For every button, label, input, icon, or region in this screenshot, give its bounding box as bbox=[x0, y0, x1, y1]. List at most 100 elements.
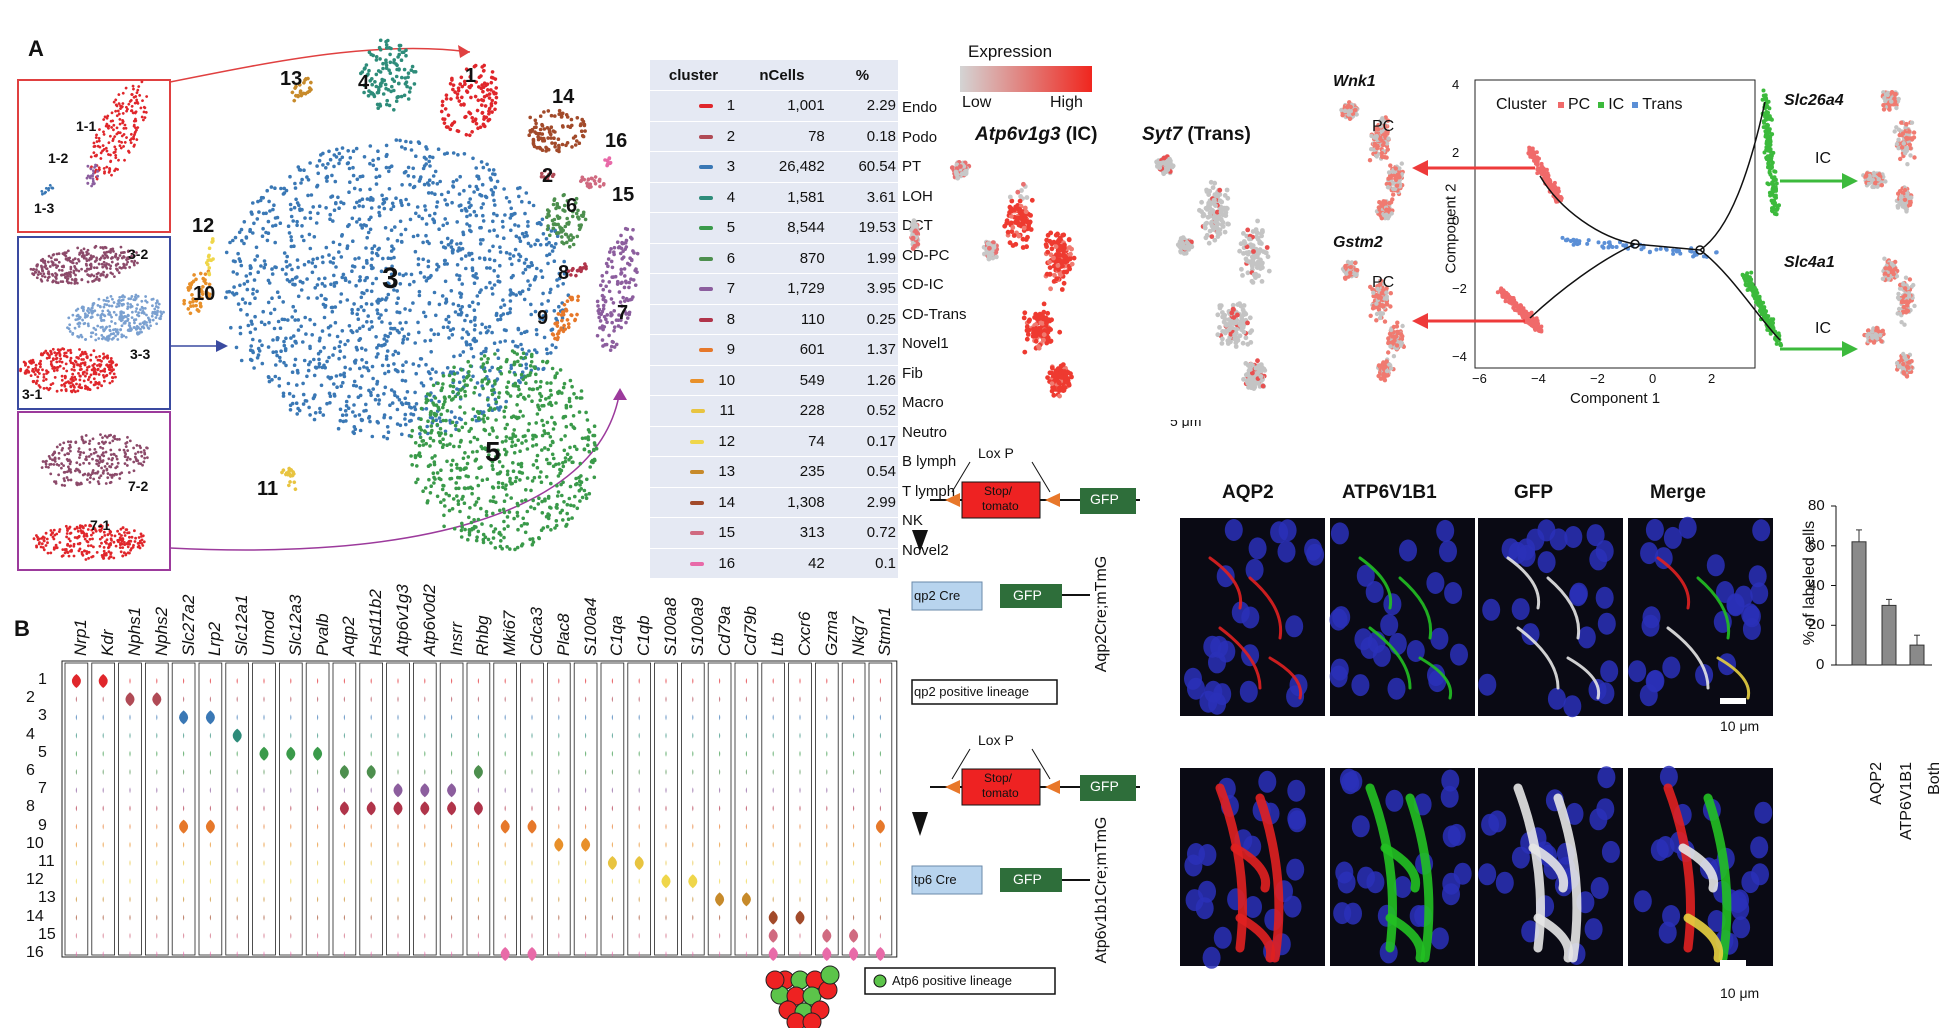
tsne-point bbox=[384, 43, 389, 47]
tsne-point bbox=[474, 166, 479, 170]
tsne-point bbox=[555, 483, 559, 488]
expression-point bbox=[913, 235, 919, 241]
tsne-point bbox=[374, 175, 379, 180]
tsne-point bbox=[417, 289, 422, 294]
tsne-point bbox=[422, 155, 427, 160]
tsne-point bbox=[417, 179, 422, 183]
tsne-point bbox=[532, 365, 536, 369]
tsne-point bbox=[514, 234, 519, 239]
tsne-point bbox=[621, 295, 625, 300]
expression-point bbox=[1021, 228, 1027, 233]
expression-point bbox=[1066, 381, 1072, 387]
tsne-point bbox=[384, 357, 389, 361]
tsne-point bbox=[365, 261, 369, 265]
tsne-point bbox=[496, 356, 501, 361]
tsne-point bbox=[432, 332, 437, 337]
tsne-point bbox=[392, 288, 396, 292]
tsne-point bbox=[254, 245, 259, 250]
expression-point bbox=[1048, 327, 1053, 332]
tsne-point bbox=[485, 266, 489, 270]
tsne-point bbox=[451, 384, 456, 389]
cluster-table: cluster nCells % 1 1,001 2.29 2 78 0.18 3 26,48… bbox=[650, 60, 898, 578]
tsne-point bbox=[508, 293, 512, 297]
inset-point bbox=[105, 538, 109, 542]
tsne-point bbox=[339, 255, 344, 259]
tsne-point bbox=[317, 204, 322, 208]
cell-ncells: 42 bbox=[737, 547, 827, 578]
tsne-point bbox=[409, 148, 414, 152]
tsne-cluster-14 bbox=[527, 108, 587, 154]
tsne-point bbox=[266, 345, 271, 349]
tsne-point bbox=[324, 206, 328, 210]
tsne-point bbox=[589, 460, 594, 464]
tsne-point bbox=[257, 349, 262, 353]
tsne-point bbox=[454, 462, 459, 467]
tsne-point bbox=[549, 351, 553, 355]
tsne-point bbox=[377, 398, 382, 402]
inset-point bbox=[42, 375, 46, 379]
tsne-point bbox=[545, 351, 550, 356]
tsne-point bbox=[441, 405, 445, 410]
expression-point bbox=[988, 241, 994, 247]
tsne-point bbox=[403, 396, 408, 401]
tsne-point bbox=[294, 401, 299, 406]
tsne-point bbox=[437, 407, 441, 412]
inset-point bbox=[66, 551, 70, 554]
tsne-point bbox=[335, 334, 340, 339]
expression-point bbox=[985, 241, 991, 247]
tsne-point bbox=[390, 401, 395, 405]
tsne-point bbox=[411, 166, 416, 171]
tsne-point bbox=[462, 379, 467, 383]
tsne-point bbox=[351, 383, 356, 388]
tsne-point bbox=[504, 359, 509, 364]
tsne-point bbox=[370, 364, 375, 369]
cluster-color-swatch bbox=[690, 500, 705, 505]
tsne-point bbox=[463, 318, 467, 323]
tsne-point bbox=[306, 260, 311, 264]
expression-point bbox=[989, 244, 994, 249]
tsne-point bbox=[312, 417, 317, 422]
expression-point bbox=[987, 242, 993, 248]
expression-point bbox=[1044, 333, 1050, 339]
tsne-point bbox=[455, 387, 459, 391]
expression-point bbox=[989, 248, 995, 254]
inset-point bbox=[60, 360, 64, 364]
tsne-point bbox=[250, 358, 254, 363]
inset-point bbox=[79, 374, 82, 378]
tsne-point bbox=[554, 242, 558, 246]
tsne-point bbox=[419, 357, 424, 361]
tsne-point bbox=[395, 422, 400, 426]
tsne-cluster-15 bbox=[578, 175, 606, 190]
tsne-point bbox=[436, 431, 441, 435]
tsne-label-15: 15 bbox=[612, 184, 635, 206]
inset-point bbox=[62, 367, 66, 370]
tsne-point bbox=[475, 294, 480, 298]
expression-point bbox=[984, 247, 989, 253]
tsne-point bbox=[467, 429, 472, 434]
tsne-point bbox=[447, 336, 451, 340]
tsne-point bbox=[479, 160, 484, 164]
tsne-point bbox=[459, 310, 464, 315]
tsne-point bbox=[496, 274, 500, 279]
tsne-point bbox=[518, 363, 522, 368]
tsne-point bbox=[457, 380, 462, 385]
tsne-point bbox=[290, 370, 295, 375]
tsne-point bbox=[234, 345, 239, 350]
tsne-point bbox=[521, 516, 525, 521]
tsne-point bbox=[413, 341, 418, 345]
expression-point bbox=[1018, 216, 1024, 221]
tsne-point bbox=[539, 480, 544, 485]
tsne-label-9: 9 bbox=[537, 307, 549, 329]
col-header-ncells: nCells bbox=[759, 66, 805, 84]
tsne-point bbox=[431, 471, 436, 476]
tsne-point bbox=[493, 203, 497, 207]
tsne-point bbox=[290, 315, 295, 319]
expression-point bbox=[1053, 278, 1059, 284]
tsne-point bbox=[489, 188, 494, 192]
sub-label-3-1: 3-1 bbox=[22, 386, 43, 402]
tsne-point bbox=[301, 381, 305, 386]
expression-point bbox=[960, 170, 965, 175]
tsne-point bbox=[497, 530, 502, 535]
inset-point bbox=[130, 535, 134, 539]
tsne-point bbox=[412, 70, 416, 74]
